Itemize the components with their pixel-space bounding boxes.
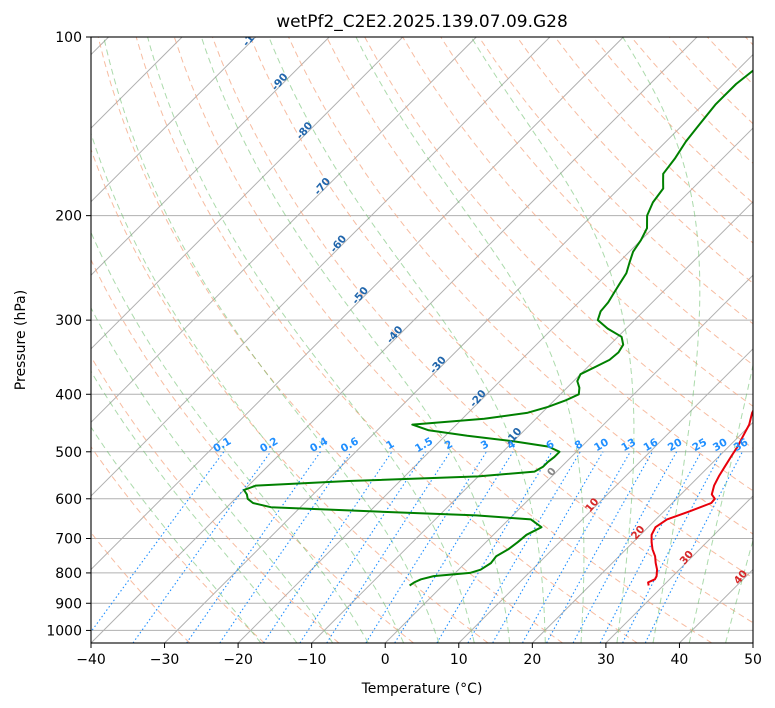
isotherm xyxy=(91,37,624,571)
isotherm xyxy=(605,495,753,643)
moist-adiabat xyxy=(725,538,753,643)
dry-adiabat xyxy=(91,258,414,643)
moist-adiabat xyxy=(622,37,701,643)
x-tick-label: 40 xyxy=(671,652,689,668)
moist-adiabat xyxy=(200,37,511,643)
mixing-ratio-line xyxy=(326,451,451,643)
dry-adiabat xyxy=(173,37,713,643)
x-tick-label: 30 xyxy=(597,652,615,668)
moist-adiabat xyxy=(355,37,585,643)
isotherm xyxy=(91,37,477,424)
x-tick-label: −10 xyxy=(297,652,327,668)
mixing-ratio-line xyxy=(263,451,393,643)
x-tick-label: 10 xyxy=(450,652,468,668)
x-tick-label: −40 xyxy=(76,652,106,668)
mixing-ratio-line xyxy=(186,451,321,643)
dry-adiabat xyxy=(249,37,753,579)
isotherm xyxy=(91,37,698,643)
y-tick-label: 400 xyxy=(55,387,82,403)
temperature-profile xyxy=(647,409,753,586)
isotherm xyxy=(164,53,753,643)
chart-title: wetPf2_C2E2.2025.139.07.09.G28 xyxy=(276,12,568,32)
isotherm xyxy=(237,127,753,643)
mixing-ratio-line xyxy=(599,451,702,643)
skewed-isotherms xyxy=(91,37,753,643)
x-tick-label: 0 xyxy=(381,652,390,668)
y-tick-label: 900 xyxy=(55,596,82,612)
dry-adiabat xyxy=(326,37,753,492)
y-tick-label: 700 xyxy=(55,532,82,548)
dry-adiabats xyxy=(91,37,753,643)
mixing-ratio-line xyxy=(572,451,678,643)
y-tick-label: 500 xyxy=(55,445,82,461)
y-tick-label: 200 xyxy=(55,209,82,225)
isotherm xyxy=(91,37,404,350)
mixing-ratio-line xyxy=(299,451,426,643)
mixing-ratio-line xyxy=(132,451,272,643)
moist-adiabat xyxy=(103,37,440,643)
x-axis-label: Temperature (°C) xyxy=(361,681,483,697)
mixing-ratio-lines xyxy=(91,451,743,643)
isotherm xyxy=(91,37,551,497)
isotherm xyxy=(91,37,257,203)
moist-adiabat xyxy=(91,426,262,643)
x-tick-label: 20 xyxy=(523,652,541,668)
y-tick-label: 800 xyxy=(55,566,82,582)
plot-frame xyxy=(90,36,754,644)
isotherm xyxy=(91,37,330,276)
sounding-profiles xyxy=(243,69,753,587)
y-axis-label: Pressure (hPa) xyxy=(13,290,29,390)
mixing-ratio-line xyxy=(91,451,225,633)
y-tick-label: 600 xyxy=(55,492,82,508)
mixing-ratio-line xyxy=(546,451,653,643)
dewpoint-profile xyxy=(243,69,753,587)
mixing-ratio-line xyxy=(522,451,631,643)
y-tick-label: 300 xyxy=(55,313,82,329)
y-tick-label: 100 xyxy=(55,30,82,46)
x-tick-label: −30 xyxy=(150,652,180,668)
dry-adiabat xyxy=(211,37,753,624)
axis-ticks: −40 −30 −20 −10 0 10 20 30 40 50 100 200 300 400 500 60… xyxy=(46,30,762,668)
moist-adiabat xyxy=(688,362,753,643)
x-tick-label: −20 xyxy=(223,652,253,668)
isotherm xyxy=(531,421,753,643)
moist-adiabat xyxy=(91,132,405,643)
moist-adiabat xyxy=(91,306,334,643)
mixing-ratio-line xyxy=(219,451,352,643)
x-tick-label: 50 xyxy=(744,652,762,668)
moist-adiabat xyxy=(147,37,475,643)
pressure-gridlines xyxy=(91,37,753,631)
mixing-ratio-line xyxy=(365,451,487,643)
y-tick-label: 1000 xyxy=(46,623,82,639)
mixing-ratio-line xyxy=(436,451,553,643)
dry-adiabat xyxy=(288,37,753,535)
dry-adiabat xyxy=(91,445,265,643)
moist-adiabat xyxy=(91,370,298,643)
moist-adiabat-label: -100 xyxy=(240,21,266,49)
moist-adiabat xyxy=(268,37,546,643)
dry-adiabat xyxy=(516,37,753,284)
moist-adiabats xyxy=(91,37,753,643)
isotherm xyxy=(458,348,753,643)
moist-adiabat xyxy=(470,37,635,643)
isotherm xyxy=(384,274,753,643)
dry-adiabat xyxy=(91,355,340,643)
dry-adiabat xyxy=(97,37,563,643)
moist-adiabat xyxy=(91,231,369,643)
dry-adiabat xyxy=(135,37,638,643)
